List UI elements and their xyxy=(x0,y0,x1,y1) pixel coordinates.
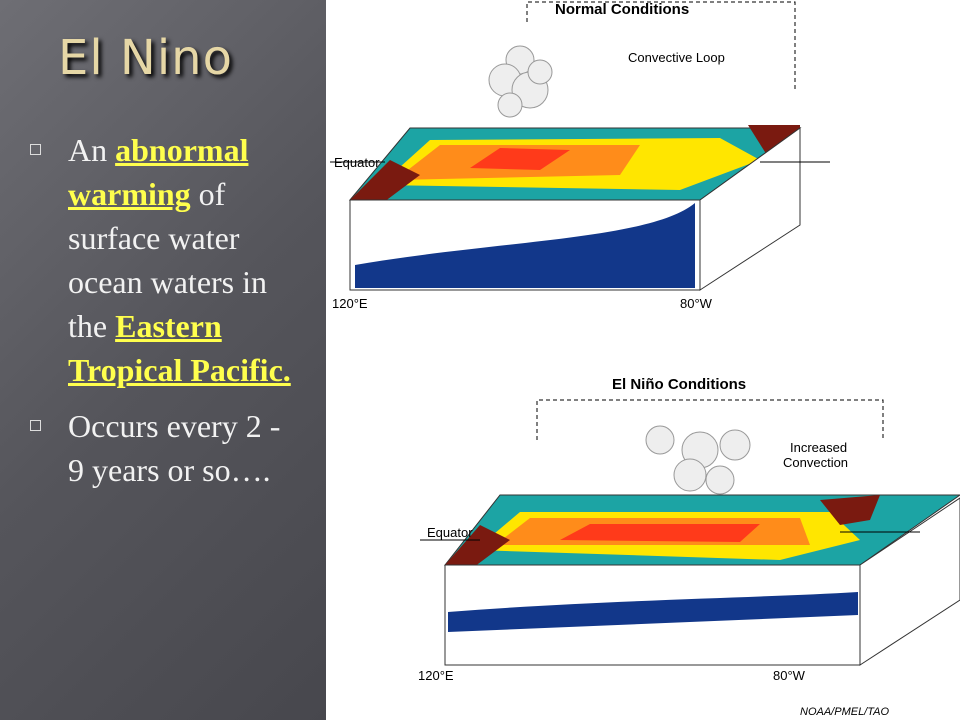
loop xyxy=(526,1,796,90)
normal-diagram: Normal Conditions Convective Loop Equato… xyxy=(330,1,830,311)
slide-title: El Nino xyxy=(58,30,233,86)
bullet-list: An abnormal warming of surface water oce… xyxy=(28,128,300,504)
bullet: Occurs every 2 - 9 years or so…. xyxy=(28,404,300,492)
side-panel: El Nino An abnormal warming of surface w… xyxy=(0,0,326,720)
label: 120°E xyxy=(332,296,368,311)
loop xyxy=(536,399,884,440)
diagram-title: Normal Conditions xyxy=(555,1,689,18)
cloud xyxy=(645,425,751,495)
label: Convection xyxy=(783,455,848,470)
text: An xyxy=(68,132,116,168)
label: Equator xyxy=(334,155,380,170)
highlight: abnormal warming xyxy=(68,132,249,212)
diagram-title: El Niño Conditions xyxy=(612,376,746,393)
text: Occurs every 2 - 9 years or so…. xyxy=(68,408,281,488)
label: Convective Loop xyxy=(628,50,725,65)
label: Increased xyxy=(790,440,847,455)
land xyxy=(820,495,880,525)
highlight: Eastern Tropical Pacific. xyxy=(68,308,291,388)
credit: NOAA/PMEL/TAO xyxy=(800,706,889,718)
label: 80°W xyxy=(680,296,713,311)
land xyxy=(445,525,510,570)
el-nino-diagram: El Niño Conditions Increased Convection … xyxy=(418,376,960,718)
warm-pool xyxy=(560,524,760,542)
bullet: An abnormal warming of surface water oce… xyxy=(28,128,300,392)
label: Equator xyxy=(427,525,473,540)
label: 80°W xyxy=(773,668,806,683)
thermocline xyxy=(448,592,858,632)
land xyxy=(350,160,420,205)
text: of surface water ocean waters in the xyxy=(68,176,268,344)
side-face xyxy=(699,127,801,291)
side-face xyxy=(859,497,960,666)
thermocline xyxy=(355,203,695,288)
label: 120°E xyxy=(418,668,454,683)
cloud xyxy=(488,45,553,118)
warm-pool xyxy=(470,148,570,170)
diagram: Normal Conditions Convective Loop Equato… xyxy=(330,1,960,718)
